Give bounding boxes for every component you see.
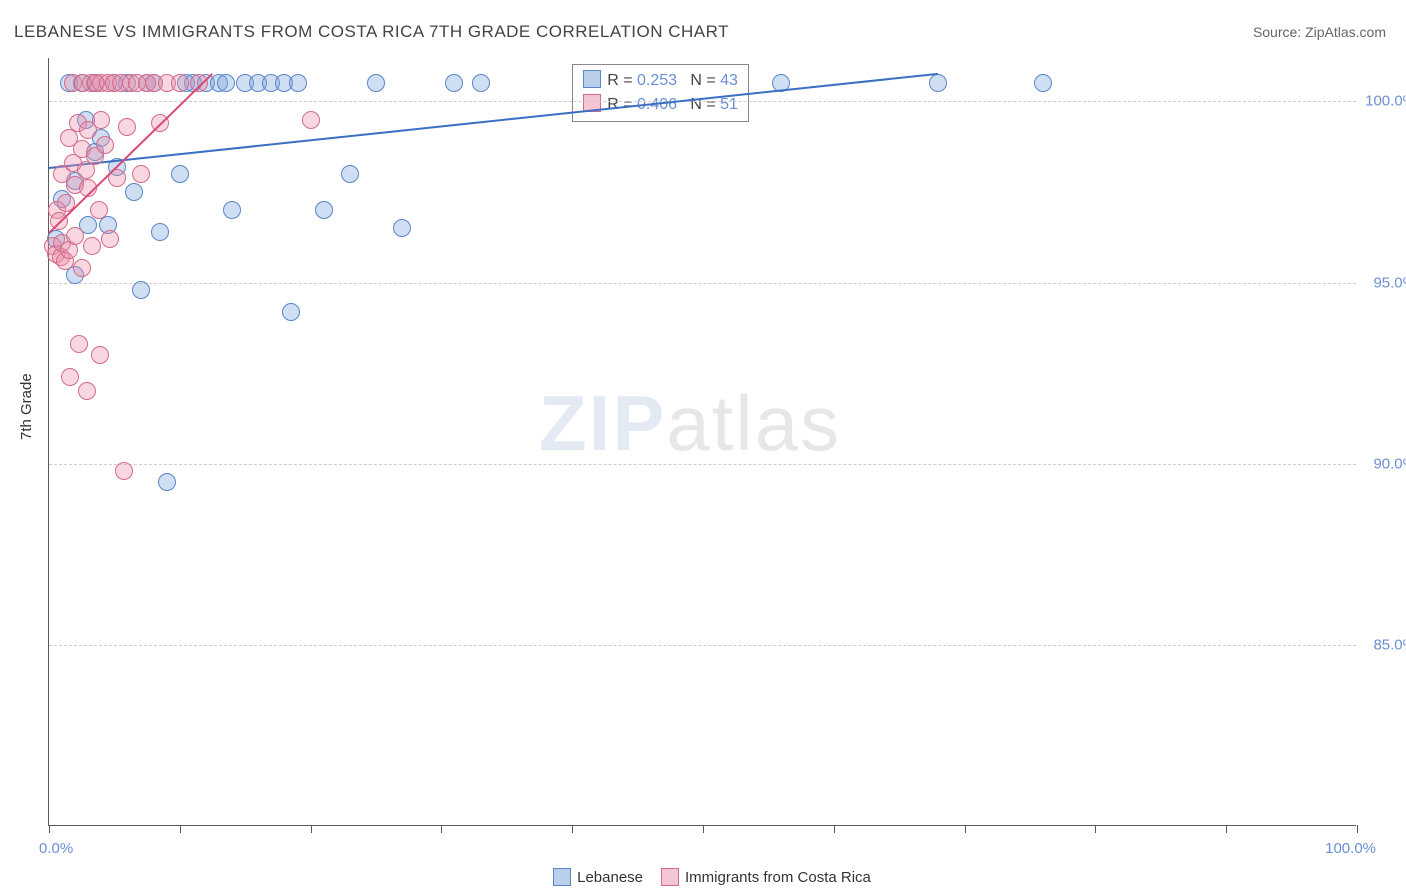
data-point [132, 165, 150, 183]
legend-stats-row: R = 0.253 N = 43 [583, 69, 738, 93]
watermark-zip: ZIP [539, 379, 666, 467]
x-tick [965, 825, 966, 833]
data-point [118, 118, 136, 136]
x-axis-max-label: 100.0% [1325, 840, 1376, 857]
data-point [151, 223, 169, 241]
legend-swatch [661, 868, 679, 886]
x-tick [311, 825, 312, 833]
legend-swatch [553, 868, 571, 886]
gridline-h [49, 464, 1356, 465]
chart-title: LEBANESE VS IMMIGRANTS FROM COSTA RICA 7… [14, 22, 729, 42]
data-point [217, 74, 235, 92]
stat-n-value: 43 [720, 72, 738, 89]
stat-n-label: N = [677, 72, 720, 89]
source-prefix: Source: [1253, 24, 1305, 40]
data-point [73, 259, 91, 277]
x-tick [1226, 825, 1227, 833]
data-point [96, 136, 114, 154]
data-point [472, 74, 490, 92]
data-point [393, 219, 411, 237]
data-point [302, 111, 320, 129]
gridline-h [49, 101, 1356, 102]
plot-area: ZIPatlas R = 0.253 N = 43R = 0.406 N = 5… [48, 58, 1356, 826]
data-point [445, 74, 463, 92]
x-tick [703, 825, 704, 833]
data-point [341, 165, 359, 183]
data-point [92, 111, 110, 129]
y-tick-label: 100.0% [1361, 93, 1406, 110]
watermark: ZIPatlas [539, 378, 841, 469]
data-point [83, 237, 101, 255]
x-tick [180, 825, 181, 833]
gridline-h [49, 645, 1356, 646]
x-tick [49, 825, 50, 833]
data-point [282, 303, 300, 321]
x-tick [1357, 825, 1358, 833]
data-point [91, 346, 109, 364]
gridline-h [49, 283, 1356, 284]
data-point [367, 74, 385, 92]
data-point [929, 74, 947, 92]
data-point [315, 201, 333, 219]
data-point [90, 201, 108, 219]
data-point [132, 281, 150, 299]
data-point [223, 201, 241, 219]
stat-r-label: R = [607, 72, 637, 89]
legend-label: Lebanese [577, 869, 643, 886]
x-tick [1095, 825, 1096, 833]
data-point [125, 183, 143, 201]
source-link[interactable]: ZipAtlas.com [1305, 24, 1386, 40]
data-point [1034, 74, 1052, 92]
y-tick-label: 90.0% [1361, 455, 1406, 472]
y-axis-label: 7th Grade [18, 373, 35, 440]
stat-n-value: 51 [720, 96, 738, 113]
y-tick-label: 85.0% [1361, 636, 1406, 653]
watermark-atlas: atlas [666, 379, 841, 467]
legend-label: Immigrants from Costa Rica [685, 869, 871, 886]
data-point [78, 382, 96, 400]
source-label: Source: ZipAtlas.com [1253, 24, 1386, 40]
data-point [171, 74, 189, 92]
x-tick [834, 825, 835, 833]
data-point [66, 227, 84, 245]
data-point [171, 165, 189, 183]
x-axis-min-label: 0.0% [39, 840, 73, 857]
stat-r-value: 0.253 [637, 72, 677, 89]
data-point [70, 335, 88, 353]
data-point [101, 230, 119, 248]
bottom-legend: Lebanese Immigrants from Costa Rica [0, 868, 1406, 886]
data-point [61, 368, 79, 386]
x-tick [572, 825, 573, 833]
data-point [115, 462, 133, 480]
data-point [289, 74, 307, 92]
y-tick-label: 95.0% [1361, 274, 1406, 291]
data-point [158, 473, 176, 491]
legend-stats-box: R = 0.253 N = 43R = 0.406 N = 51 [572, 64, 749, 122]
legend-swatch [583, 70, 601, 88]
x-tick [441, 825, 442, 833]
